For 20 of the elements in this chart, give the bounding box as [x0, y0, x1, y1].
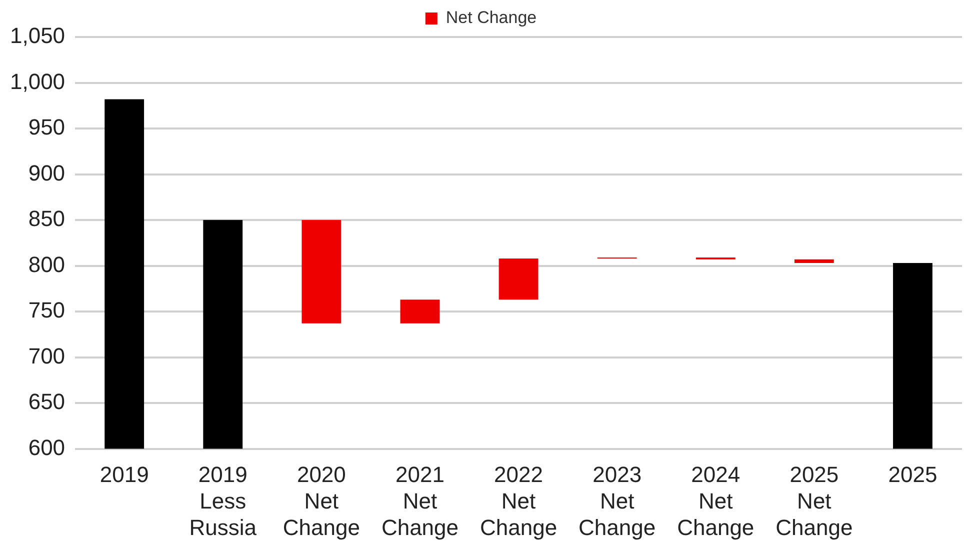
x-tick-label: 2021 Net Change: [381, 462, 459, 540]
y-tick-label: 1,000: [10, 68, 66, 94]
x-tick-label: 2025: [888, 462, 938, 488]
legend-label: Net Change: [446, 8, 537, 28]
y-tick-label: 600: [28, 434, 66, 460]
x-tick-label: 2019 Less Russia: [189, 462, 258, 540]
x-tick-label: 2024 Net Change: [677, 462, 754, 540]
y-tick-label: 1,050: [10, 23, 66, 48]
y-tick-label: 650: [28, 389, 66, 414]
x-tick-label: 2019: [100, 462, 149, 488]
y-tick-label: 800: [28, 252, 66, 277]
y-tick-label: 900: [28, 160, 66, 186]
x-tick-label: 2022 Net Change: [480, 462, 558, 540]
x-tick-label: 2020 Net Change: [282, 462, 360, 540]
y-tick-label: 750: [28, 298, 66, 323]
y-tick-label: 700: [28, 343, 66, 368]
x-tick-label: 2025 Net Change: [776, 462, 853, 540]
y-tick-label: 950: [28, 114, 66, 140]
y-tick-label: 850: [28, 206, 66, 232]
x-tick-label: 2023 Net Change: [578, 462, 656, 540]
